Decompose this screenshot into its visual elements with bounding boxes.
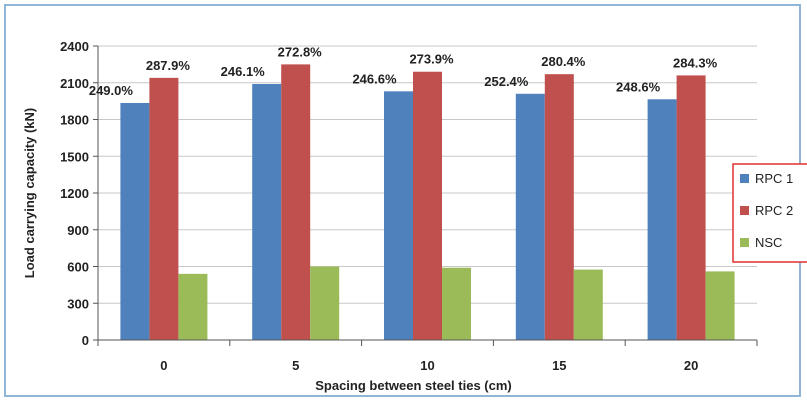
- bar-rpc-1: [384, 91, 413, 340]
- x-tick-label: 0: [160, 358, 167, 373]
- bar-rpc-2: [281, 64, 311, 340]
- data-label: 273.9%: [409, 52, 454, 67]
- bar-rpc-1: [647, 99, 677, 340]
- y-tick-label: 1800: [60, 113, 89, 128]
- x-axis-label: Spacing between steel ties (cm): [315, 378, 512, 393]
- bar-nsc: [705, 271, 735, 340]
- data-labels: 249.0% 287.9% 246.1% 272.8% 246.6% 273.9% 252.…: [89, 44, 718, 98]
- legend-swatch: [740, 238, 749, 247]
- y-tick-label: 900: [67, 223, 89, 238]
- legend: RPC 1 RPC 2 NSC: [732, 163, 807, 263]
- x-tick-label: 20: [684, 358, 698, 373]
- axes: [93, 45, 758, 346]
- y-tick-label: 1500: [60, 149, 89, 164]
- data-label: 246.1%: [221, 64, 266, 79]
- data-label: 272.8%: [278, 44, 323, 59]
- legend-swatch: [740, 206, 749, 215]
- legend-label: RPC 1: [755, 171, 793, 186]
- data-label: 248.6%: [616, 79, 661, 94]
- bar-nsc: [442, 267, 471, 340]
- x-tick-label: 10: [420, 358, 434, 373]
- legend-label: RPC 2: [755, 203, 793, 218]
- data-label: 287.9%: [146, 58, 191, 73]
- data-label: 252.4%: [484, 74, 529, 89]
- y-tick-label: 2100: [60, 76, 89, 91]
- data-label: 249.0%: [89, 83, 134, 98]
- y-axis-label: Load carrying capacity (kN): [22, 108, 37, 279]
- bar-rpc-2: [676, 75, 706, 341]
- data-label: 284.3%: [673, 55, 718, 70]
- bar-nsc: [310, 266, 340, 340]
- bar-rpc-1: [252, 83, 282, 340]
- bar-rpc-2: [149, 77, 179, 340]
- bar-nsc: [573, 269, 603, 340]
- bar-rpc-2: [544, 74, 574, 341]
- x-tick-label: 15: [552, 358, 566, 373]
- y-tick-label: 2400: [60, 39, 89, 54]
- bar-rpc-1: [515, 93, 545, 341]
- bars: [120, 64, 735, 341]
- data-label: 246.6%: [352, 71, 397, 86]
- y-tick-label: 300: [67, 296, 89, 311]
- x-tick-label: 5: [292, 358, 299, 373]
- y-tick-label: 600: [67, 260, 89, 275]
- legend-swatch: [740, 174, 749, 183]
- bar-nsc: [178, 273, 208, 340]
- bar-rpc-2: [413, 71, 442, 340]
- legend-label: NSC: [755, 235, 782, 250]
- bar-rpc-1: [120, 102, 150, 341]
- tick-labels: 0 300 600 900 1200 1500 1800 2100 2400 0 5 10 15 20: [60, 39, 698, 373]
- y-tick-label: 0: [82, 333, 89, 348]
- y-tick-label: 1200: [60, 186, 89, 201]
- data-label: 280.4%: [541, 54, 586, 69]
